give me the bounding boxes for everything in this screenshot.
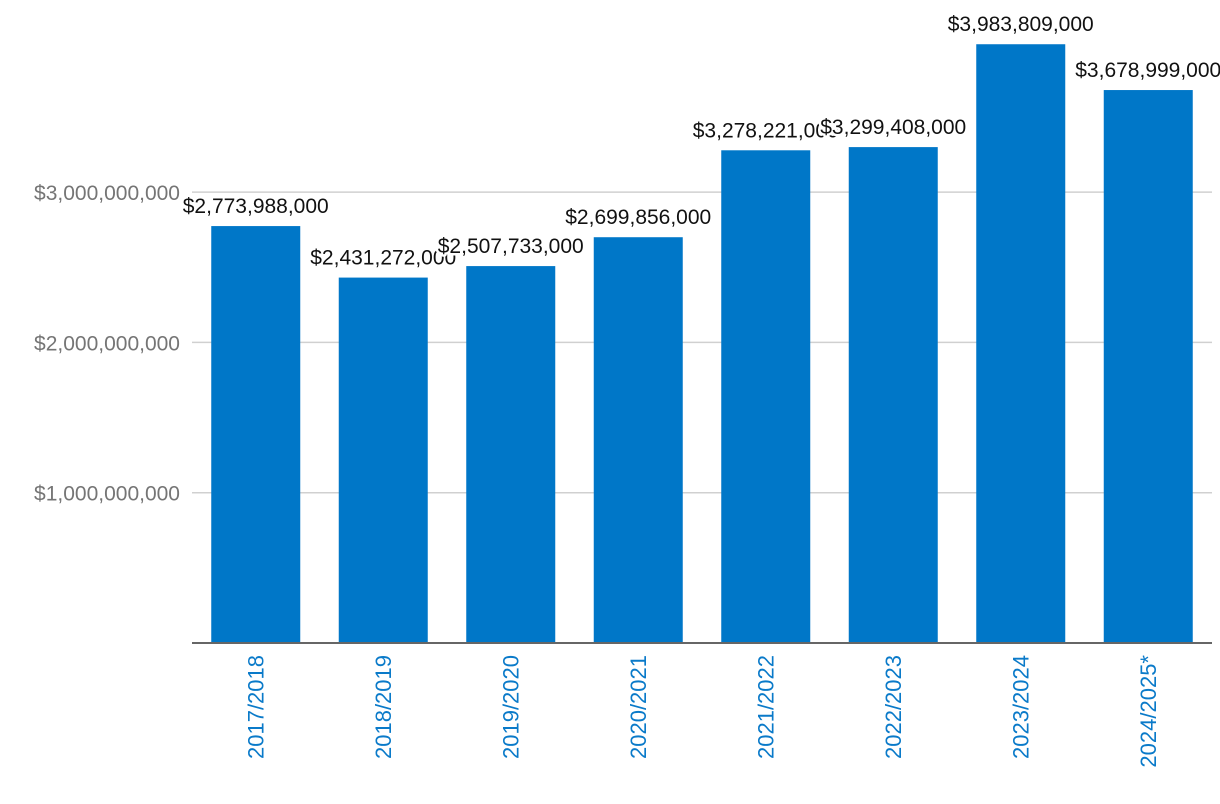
bar-4 bbox=[593, 237, 683, 643]
bar-7 bbox=[976, 44, 1066, 643]
bar-3 bbox=[466, 266, 556, 643]
y-tick-label: $1,000,000,000 bbox=[34, 483, 180, 506]
x-tick-label: 2023/2024 bbox=[1008, 655, 1033, 759]
x-tick-label: 2021/2022 bbox=[753, 655, 778, 759]
bar-1 bbox=[211, 226, 301, 643]
y-tick-label: $2,000,000,000 bbox=[34, 332, 180, 355]
bar-2 bbox=[338, 277, 428, 643]
x-tick-label: 2020/2021 bbox=[626, 655, 651, 759]
y-tick-label: $3,000,000,000 bbox=[34, 182, 180, 205]
data-label: $2,773,988,000 bbox=[183, 195, 329, 218]
x-tick-label: 2018/2019 bbox=[371, 655, 396, 759]
bar-8 bbox=[1103, 90, 1193, 643]
data-label: $2,699,856,000 bbox=[565, 206, 711, 229]
data-label: $3,278,221,000 bbox=[693, 119, 839, 142]
bar-6 bbox=[848, 147, 938, 643]
data-label: $3,983,809,000 bbox=[948, 13, 1094, 36]
x-tick-label: 2017/2018 bbox=[243, 655, 268, 759]
data-label: $3,299,408,000 bbox=[820, 116, 966, 139]
data-label: $2,507,733,000 bbox=[438, 235, 584, 258]
bar-5 bbox=[721, 150, 811, 643]
x-tick-label: 2022/2023 bbox=[881, 655, 906, 759]
x-tick-label: 2024/2025* bbox=[1136, 655, 1161, 768]
data-label: $3,678,999,000 bbox=[1075, 59, 1220, 82]
data-label: $2,431,272,000 bbox=[310, 247, 456, 270]
x-tick-label: 2019/2020 bbox=[498, 655, 523, 759]
